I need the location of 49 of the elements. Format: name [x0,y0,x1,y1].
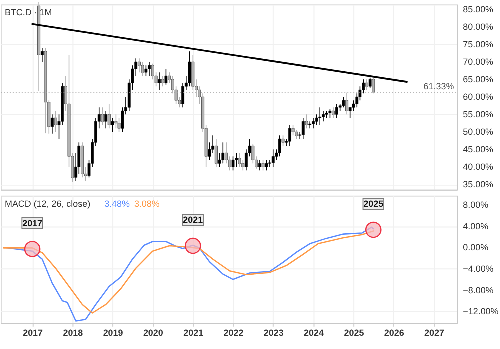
y-tick-label: 55.00% [463,110,494,120]
y-tick-label: 65.00% [463,74,494,85]
text: 3.08% [134,198,160,209]
chart-title: MACD (12, 26, close) [4,198,91,209]
candlestick [101,107,104,126]
candlestick [232,156,235,172]
y-tick-label: 50.00% [463,127,494,138]
candlestick [188,51,192,88]
ref-line-label: 61.33% [424,81,454,92]
x-tick-label: 2022 [224,328,244,338]
candlestick [141,62,144,76]
annotation: 2021 [183,215,204,226]
candlestick [262,160,265,172]
y-tick-label: 40.00% [463,162,494,172]
candlestick [44,48,48,134]
y-tick-label: −8.00% [463,285,494,296]
x-tick-label: 2024 [304,328,324,338]
y-tick-label: −12.00% [463,306,499,317]
x-tick-label: 2023 [264,328,284,338]
candlestick [111,118,114,133]
x-tick-label: 2025 [344,328,364,338]
y-tick-label: 8.00% [463,200,489,210]
x-tick-label: 2017 [23,328,44,338]
y-tick-label: 60.00% [463,92,494,102]
y-tick-label: 35.00% [463,180,494,190]
candlestick [164,68,168,86]
annotation: 2017 [22,218,43,228]
candlestick [144,65,148,76]
x-tick-label: 2021 [184,328,204,338]
chart-title: BTC.D · 1M [4,8,52,18]
candlestick [265,160,268,172]
candlestick [238,152,242,168]
text: 3.48% [104,198,130,209]
y-tick-label: 70.00% [463,57,494,68]
y-tick-label: 75.00% [463,40,494,50]
candlestick [114,114,118,130]
x-tick-label: 2020 [143,328,164,338]
x-tick-label: 2026 [384,328,404,338]
candlestick [235,152,238,168]
y-tick-label: −4.00% [463,264,494,274]
y-tick-label: 80.00% [463,22,494,32]
y-tick-label: 45.00% [463,144,494,155]
x-tick-label: 2018 [63,328,84,338]
x-tick-label: 2019 [103,328,124,338]
y-tick-label: 0.00% [463,242,489,253]
y-tick-label: 4.00% [463,221,489,232]
y-tick-label: 85.00% [463,4,494,15]
annotation: 2025 [364,199,384,210]
x-tick-label: 2027 [424,328,444,338]
